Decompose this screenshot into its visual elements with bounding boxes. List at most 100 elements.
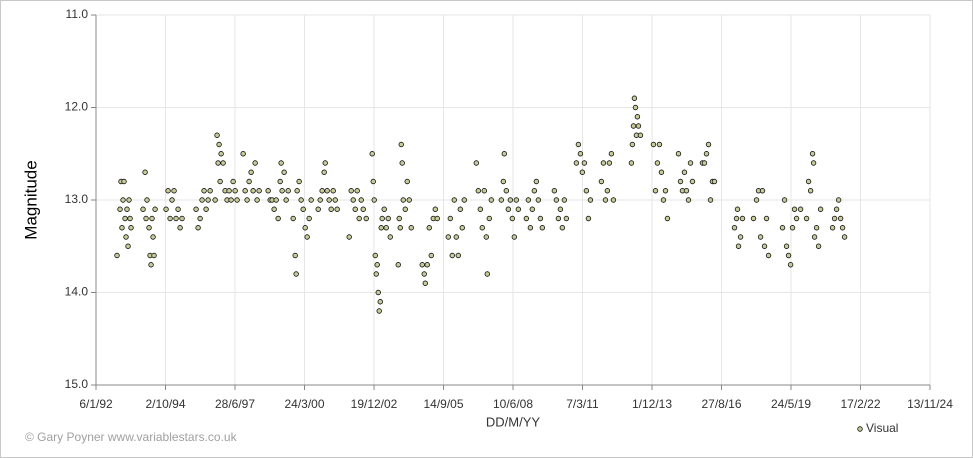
data-point	[753, 197, 760, 203]
data-point	[610, 197, 617, 203]
data-point	[120, 197, 126, 203]
data-point	[810, 160, 817, 166]
data-point	[350, 197, 356, 203]
data-point	[484, 271, 490, 277]
data-point	[785, 252, 792, 259]
data-point	[683, 188, 690, 194]
data-point	[793, 215, 800, 222]
data-point	[371, 197, 377, 203]
data-point	[677, 178, 684, 185]
data-point	[177, 225, 183, 231]
data-point	[152, 206, 158, 212]
data-point	[575, 141, 582, 148]
data-point	[809, 151, 816, 157]
data-point	[126, 197, 132, 203]
data-point	[404, 178, 410, 185]
data-point	[348, 188, 354, 194]
data-point	[214, 132, 220, 138]
data-point	[205, 197, 211, 203]
data-point	[402, 206, 408, 212]
data-point	[515, 206, 522, 212]
data-point	[150, 234, 156, 240]
x-tick-label: 1/12/13	[632, 397, 672, 411]
data-point	[278, 160, 284, 166]
data-point	[449, 252, 455, 259]
data-point	[681, 169, 688, 175]
data-point	[453, 234, 459, 240]
data-point	[246, 178, 252, 185]
data-point	[779, 225, 786, 231]
data-point	[632, 104, 639, 111]
data-point	[833, 206, 840, 212]
data-point	[629, 141, 636, 148]
data-point	[813, 225, 820, 231]
data-point	[377, 299, 383, 305]
data-point	[358, 197, 364, 203]
data-point	[600, 160, 607, 166]
data-point	[408, 225, 414, 231]
data-point	[481, 188, 487, 194]
data-point	[479, 225, 485, 231]
data-point	[234, 197, 240, 203]
data-point	[215, 160, 221, 166]
data-point	[143, 215, 149, 222]
y-tick-label: 11.0	[66, 7, 89, 21]
data-point	[321, 169, 327, 175]
data-point	[281, 169, 287, 175]
data-point	[346, 234, 352, 240]
data-point	[757, 234, 764, 240]
data-point	[783, 243, 790, 249]
x-tick-label: 14/9/05	[423, 397, 463, 411]
data-point	[306, 215, 312, 222]
data-point	[167, 215, 173, 222]
data-point	[201, 188, 207, 194]
data-point	[535, 197, 542, 203]
data-point	[127, 215, 133, 222]
data-point	[513, 197, 520, 203]
x-tick-label: 24/5/19	[771, 397, 811, 411]
data-point	[334, 206, 340, 212]
data-point	[805, 178, 812, 185]
data-point	[831, 215, 838, 222]
x-tick-label: 7/3/11	[566, 397, 599, 411]
data-point	[689, 178, 696, 185]
data-point	[124, 206, 130, 212]
data-point	[839, 225, 846, 231]
data-point	[119, 225, 125, 231]
data-point	[242, 188, 248, 194]
data-point	[300, 206, 306, 212]
data-point	[500, 178, 507, 185]
data-point	[149, 215, 155, 222]
data-point	[374, 262, 380, 268]
data-point	[426, 225, 432, 231]
x-tick-label: 13/11/24	[907, 397, 953, 411]
data-point	[585, 215, 592, 222]
data-point	[557, 206, 564, 212]
data-point	[537, 215, 544, 222]
data-point	[203, 206, 209, 212]
data-point	[734, 206, 741, 212]
data-point	[381, 206, 387, 212]
data-point	[635, 123, 642, 129]
data-point	[498, 197, 505, 203]
data-point	[703, 151, 710, 157]
data-point	[387, 234, 393, 240]
data-point	[294, 188, 300, 194]
data-point	[451, 197, 457, 203]
data-point	[142, 169, 148, 175]
data-point	[539, 225, 546, 231]
data-point	[781, 197, 788, 203]
data-point	[397, 225, 403, 231]
data-point	[383, 225, 389, 231]
data-point	[707, 197, 714, 203]
data-point	[763, 215, 770, 222]
data-point	[701, 160, 708, 166]
data-point	[385, 215, 391, 222]
data-point	[731, 225, 738, 231]
data-point	[322, 160, 328, 166]
y-axis-label: Magnitude	[21, 160, 40, 239]
data-point	[378, 225, 384, 231]
data-point	[817, 206, 824, 212]
data-point	[256, 188, 262, 194]
data-point	[561, 197, 568, 203]
